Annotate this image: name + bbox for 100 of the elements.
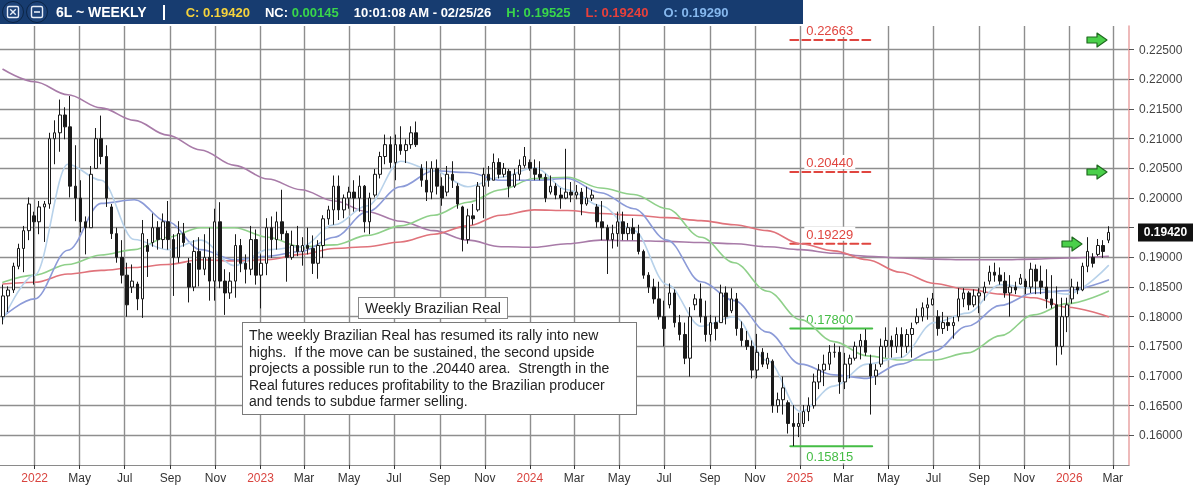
candlestick bbox=[146, 238, 149, 278]
x-tick-label: 2026 bbox=[1055, 471, 1083, 485]
candlestick bbox=[993, 262, 996, 283]
candlestick bbox=[983, 281, 986, 302]
candlestick bbox=[952, 316, 955, 340]
candlestick bbox=[771, 358, 774, 414]
candlestick bbox=[549, 175, 552, 195]
text: O: 0.19290 bbox=[663, 4, 729, 20]
data-label: 0.22663 bbox=[806, 23, 854, 39]
candlestick bbox=[1081, 262, 1084, 292]
candlestick bbox=[833, 342, 836, 359]
candlestick bbox=[668, 282, 671, 309]
x-tick-label: Sep bbox=[968, 471, 991, 485]
candlestick bbox=[585, 186, 588, 207]
candlestick bbox=[864, 328, 867, 357]
candlestick bbox=[177, 220, 180, 264]
x-tick-label: May bbox=[877, 471, 900, 485]
y-tick-label: 0.17500 bbox=[1139, 339, 1183, 354]
candlestick bbox=[17, 243, 20, 270]
candlestick bbox=[368, 192, 371, 235]
candlestick bbox=[1024, 278, 1027, 295]
x-tick-label: Mar bbox=[563, 471, 585, 485]
y-tick-label: 0.20500 bbox=[1139, 161, 1183, 176]
candlestick bbox=[874, 363, 878, 386]
candlestick bbox=[611, 224, 614, 249]
candlestick bbox=[673, 288, 676, 328]
candlestick bbox=[337, 175, 340, 221]
candlestick bbox=[709, 314, 712, 343]
candlestick bbox=[554, 182, 557, 200]
candlestick bbox=[678, 314, 681, 341]
data-label: 0.17800 bbox=[806, 311, 854, 327]
candlestick bbox=[926, 297, 929, 321]
y-tick-label: 0.21000 bbox=[1139, 131, 1183, 146]
candlestick bbox=[957, 287, 960, 322]
x-tick-label: 2023 bbox=[247, 471, 275, 485]
y-tick-label: 0.22000 bbox=[1139, 72, 1183, 87]
candlestick bbox=[890, 335, 893, 359]
candlestick bbox=[430, 160, 433, 200]
line-series bbox=[2, 68, 1110, 261]
candlestick bbox=[172, 233, 175, 297]
candlestick bbox=[115, 227, 118, 264]
candlestick bbox=[740, 320, 743, 347]
y-tick-label: 0.19000 bbox=[1139, 250, 1183, 265]
y-tick-label: 0.16000 bbox=[1139, 428, 1183, 443]
candlestick bbox=[962, 287, 965, 308]
x-tick-label: May bbox=[337, 471, 361, 485]
x-tick-label: Sep bbox=[699, 471, 721, 485]
candlestick bbox=[1055, 285, 1058, 366]
candlestick bbox=[704, 300, 707, 343]
candlestick bbox=[389, 135, 392, 169]
candlestick bbox=[492, 153, 495, 181]
x-tick-label: Mar bbox=[833, 471, 854, 485]
text: 0.19420 bbox=[1143, 225, 1188, 240]
chart-title: 6L ~ WEEKLY bbox=[56, 4, 147, 20]
y-tick-label: 0.17000 bbox=[1139, 369, 1183, 384]
candlestick bbox=[234, 233, 237, 299]
line-series bbox=[2, 160, 1110, 413]
candlestick bbox=[693, 293, 697, 311]
candlestick bbox=[327, 205, 330, 226]
candlestick bbox=[239, 238, 242, 273]
y-tick-label: 0.21500 bbox=[1139, 102, 1183, 117]
candlestick bbox=[265, 217, 268, 276]
candlestick bbox=[399, 125, 402, 156]
candlestick bbox=[456, 182, 459, 210]
candlestick bbox=[699, 282, 702, 324]
candlestick bbox=[482, 167, 485, 219]
candlestick bbox=[358, 175, 361, 213]
candlestick bbox=[931, 292, 934, 306]
text: Weekly Brazilian Real bbox=[358, 297, 508, 319]
candlestick bbox=[306, 227, 309, 255]
x-tick-label: Jul bbox=[656, 471, 672, 485]
candlestick bbox=[590, 189, 594, 202]
x-tick-label: Mar bbox=[1102, 471, 1124, 485]
candlestick bbox=[213, 208, 216, 302]
candlestick bbox=[1014, 281, 1017, 295]
candlestick bbox=[828, 344, 831, 371]
y-tick-label: 0.18500 bbox=[1139, 280, 1183, 295]
candlestick bbox=[1045, 268, 1048, 309]
candlestick bbox=[735, 292, 738, 337]
candlestick bbox=[182, 222, 185, 248]
candlestick bbox=[22, 225, 25, 273]
candlestick bbox=[730, 287, 733, 314]
x-tick-label: Nov bbox=[204, 471, 227, 485]
candlestick bbox=[900, 326, 903, 359]
data-label: 0.20440 bbox=[806, 154, 854, 170]
candlestick bbox=[802, 404, 805, 428]
candlestick bbox=[807, 396, 810, 422]
y-tick-label: 0.16500 bbox=[1139, 398, 1183, 413]
y-tick-label: 0.18000 bbox=[1139, 309, 1183, 324]
candlestick bbox=[208, 227, 211, 302]
candlestick bbox=[1076, 281, 1079, 295]
y-tick-label: 0.22500 bbox=[1139, 42, 1183, 57]
candlestick bbox=[487, 165, 490, 188]
candlestick bbox=[301, 236, 304, 267]
candlestick bbox=[513, 168, 516, 189]
text: L: 0.19240 bbox=[585, 4, 649, 20]
candlestick bbox=[797, 412, 800, 438]
candlestick bbox=[1091, 252, 1095, 268]
x-tick-label: Nov bbox=[1013, 471, 1035, 485]
candlestick bbox=[921, 301, 924, 322]
